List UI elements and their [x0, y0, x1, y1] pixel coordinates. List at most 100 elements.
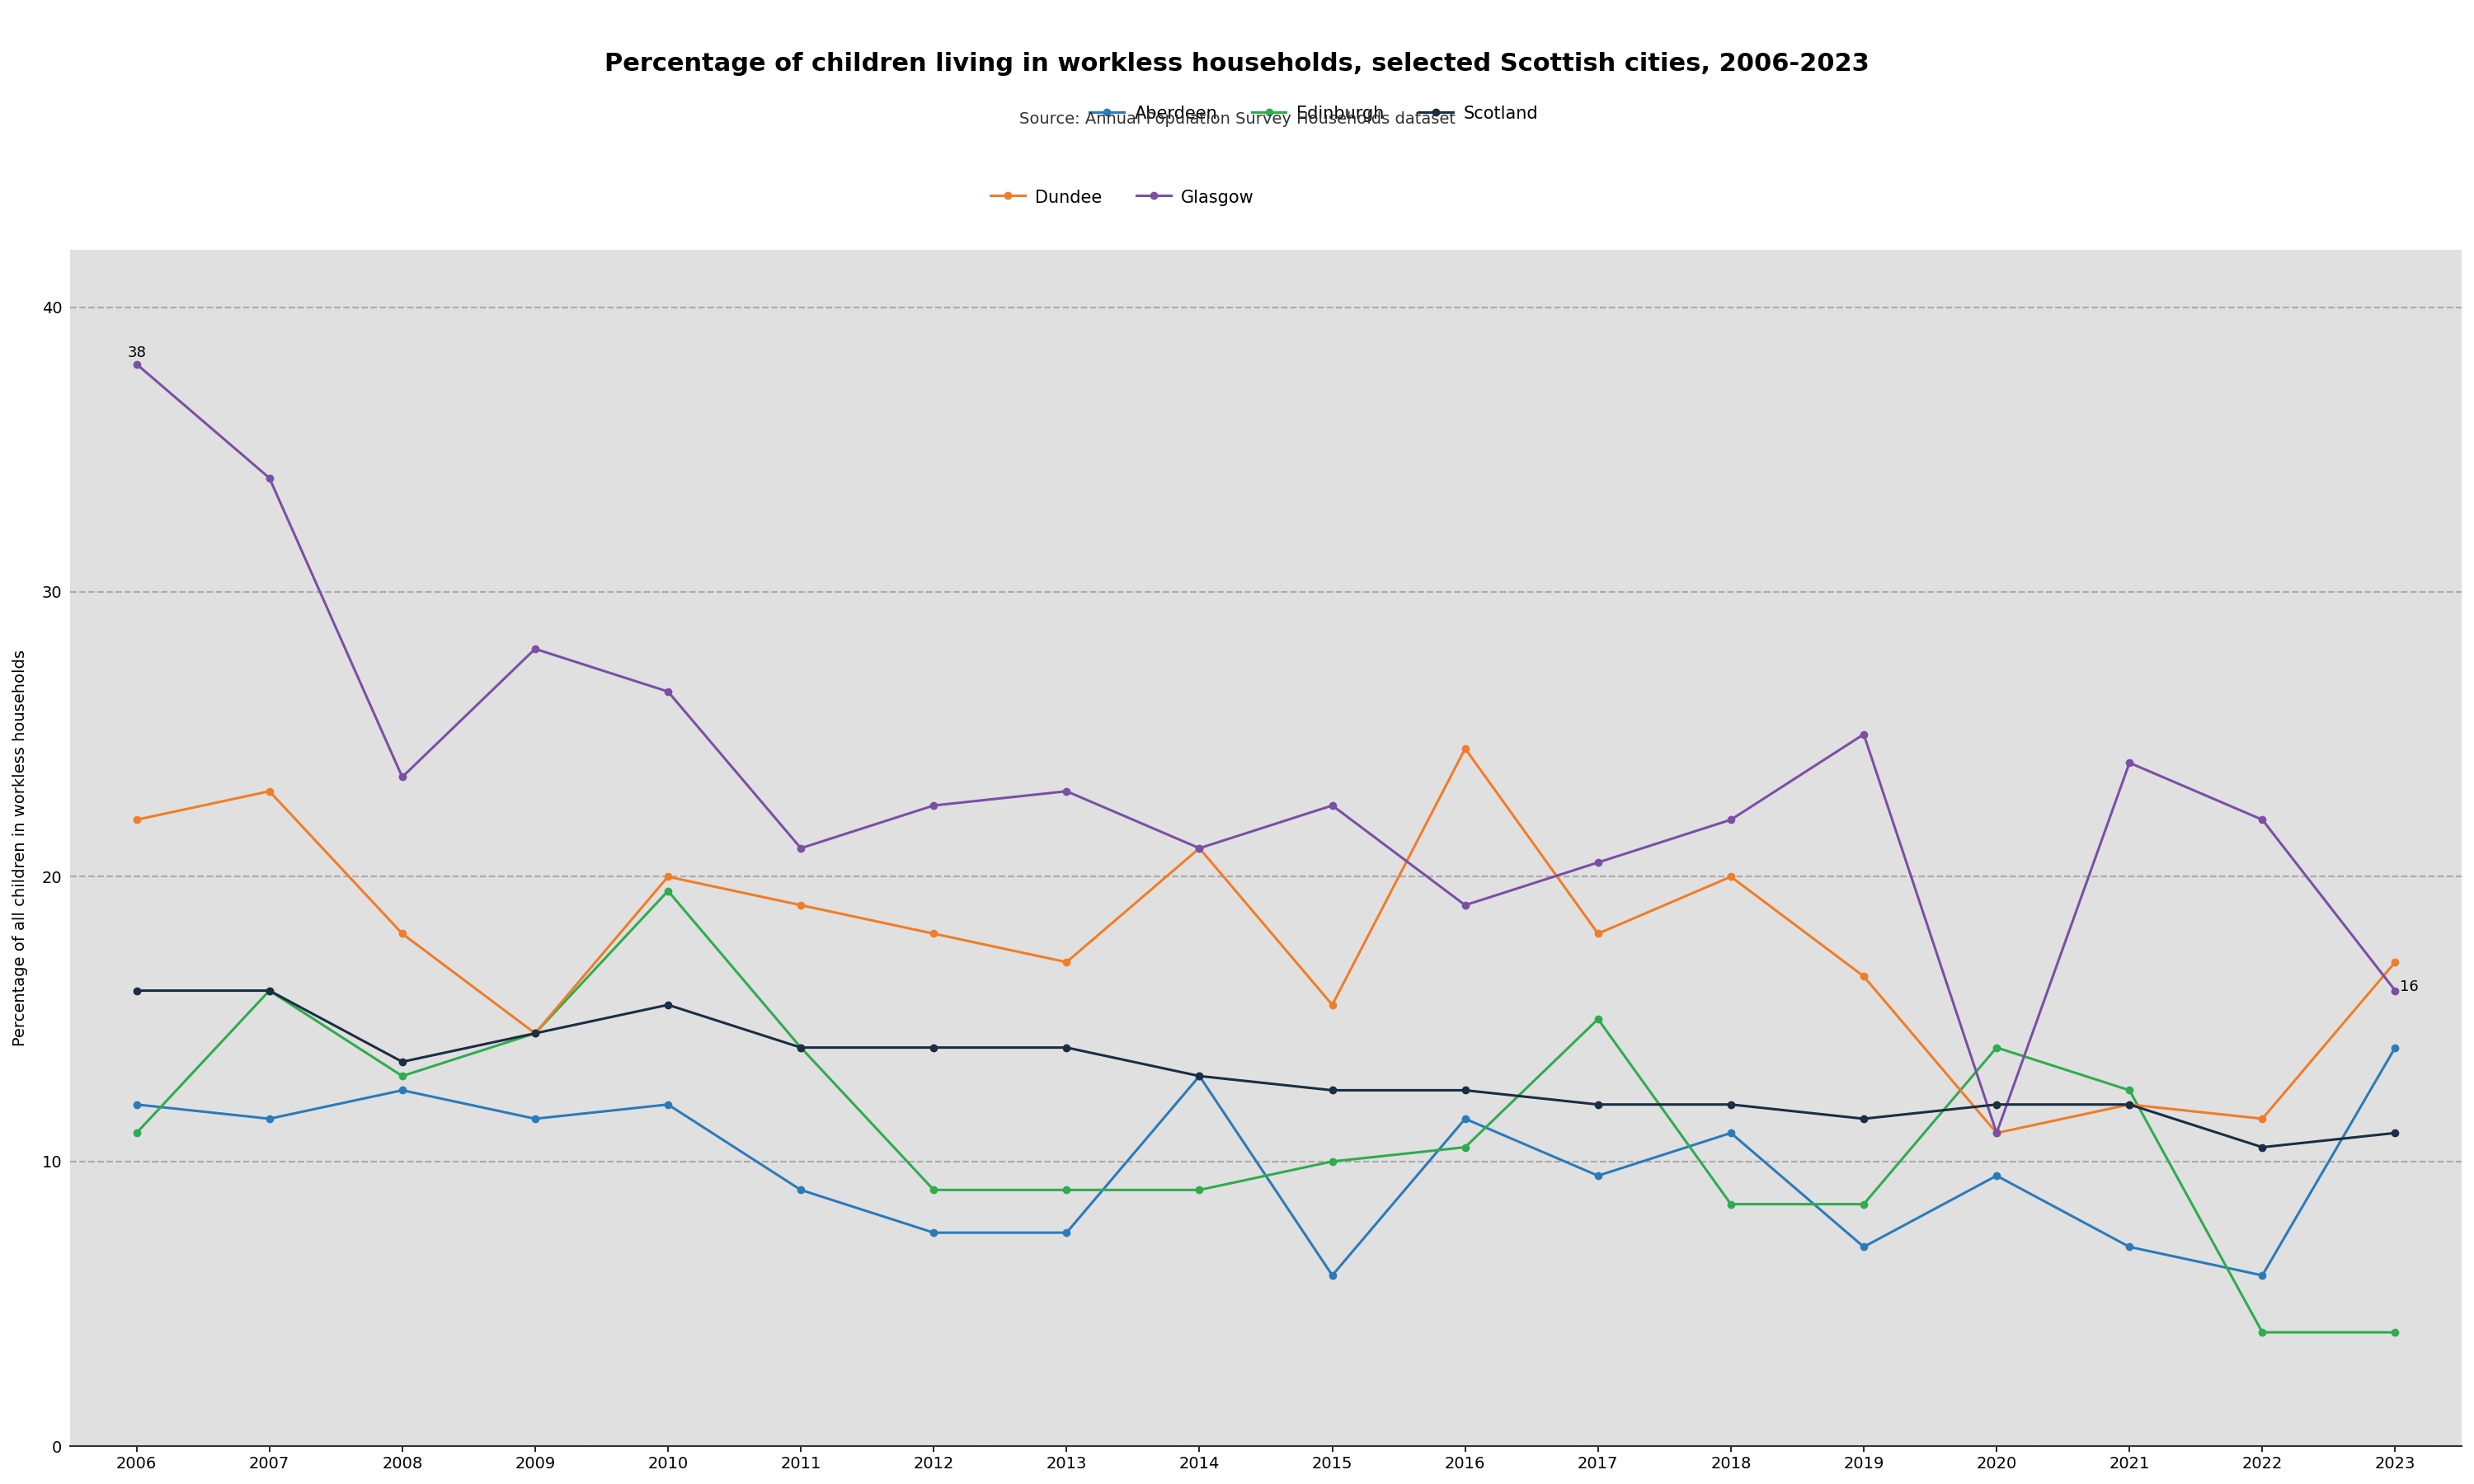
- Dundee: [388, 925, 418, 942]
- Dundee: [1982, 1123, 2011, 1141]
- Aberdeen: [2246, 1266, 2276, 1284]
- Edinburgh: [121, 1123, 151, 1141]
- Scotland: [653, 996, 683, 1014]
- Edinburgh: [918, 1181, 948, 1199]
- Scotland: [918, 1039, 948, 1057]
- Dundee: [1717, 868, 1747, 886]
- Edinburgh: [520, 1024, 549, 1042]
- Edinburgh: [1717, 1195, 1747, 1212]
- Scotland: [2246, 1138, 2276, 1156]
- Text: Source: Annual Population Survey Households dataset: Source: Annual Population Survey Househo…: [1019, 111, 1455, 128]
- Y-axis label: Percentage of all children in workless households: Percentage of all children in workless h…: [12, 650, 27, 1046]
- Glasgow: [1450, 896, 1479, 914]
- Glasgow: [787, 840, 816, 858]
- Dundee: [255, 782, 285, 800]
- Dundee: [121, 810, 151, 828]
- Legend: Dundee, Glasgow: Dundee, Glasgow: [990, 188, 1254, 206]
- Dundee: [1583, 925, 1613, 942]
- Aberdeen: [121, 1095, 151, 1113]
- Glasgow: [1051, 782, 1081, 800]
- Edinburgh: [1848, 1195, 1878, 1212]
- Glasgow: [2246, 810, 2276, 828]
- Scotland: [787, 1039, 816, 1057]
- Scotland: [2115, 1095, 2145, 1113]
- Scotland: [1319, 1082, 1348, 1100]
- Glasgow: [121, 355, 151, 372]
- Dundee: [520, 1024, 549, 1042]
- Aberdeen: [1051, 1224, 1081, 1242]
- Text: 38: 38: [126, 346, 146, 361]
- Edinburgh: [787, 1039, 816, 1057]
- Edinburgh: [255, 982, 285, 1000]
- Aberdeen: [1583, 1166, 1613, 1184]
- Line: Dundee: Dundee: [134, 745, 2400, 1137]
- Aberdeen: [1319, 1266, 1348, 1284]
- Scotland: [121, 982, 151, 1000]
- Edinburgh: [653, 881, 683, 899]
- Edinburgh: [1051, 1181, 1081, 1199]
- Glasgow: [1583, 853, 1613, 871]
- Glasgow: [1717, 810, 1747, 828]
- Dundee: [1185, 840, 1215, 858]
- Glasgow: [255, 469, 285, 487]
- Line: Scotland: Scotland: [134, 987, 2400, 1150]
- Aberdeen: [1185, 1067, 1215, 1085]
- Edinburgh: [2380, 1324, 2410, 1342]
- Aberdeen: [2115, 1238, 2145, 1255]
- Edinburgh: [1450, 1138, 1479, 1156]
- Scotland: [1051, 1039, 1081, 1057]
- Dundee: [1848, 968, 1878, 985]
- Glasgow: [1982, 1123, 2011, 1141]
- Edinburgh: [2115, 1082, 2145, 1100]
- Text: Percentage of children living in workless households, selected Scottish cities, : Percentage of children living in workles…: [604, 52, 1870, 76]
- Glasgow: [653, 683, 683, 700]
- Edinburgh: [1185, 1181, 1215, 1199]
- Glasgow: [2115, 754, 2145, 772]
- Scotland: [388, 1052, 418, 1070]
- Line: Glasgow: Glasgow: [134, 361, 2400, 1137]
- Scotland: [1450, 1082, 1479, 1100]
- Scotland: [1583, 1095, 1613, 1113]
- Aberdeen: [1717, 1123, 1747, 1141]
- Text: 16: 16: [2400, 979, 2420, 994]
- Glasgow: [520, 640, 549, 657]
- Edinburgh: [2246, 1324, 2276, 1342]
- Aberdeen: [255, 1110, 285, 1128]
- Line: Aberdeen: Aberdeen: [134, 1045, 2400, 1279]
- Glasgow: [2380, 982, 2410, 1000]
- Dundee: [653, 868, 683, 886]
- Scotland: [1982, 1095, 2011, 1113]
- Edinburgh: [1583, 1011, 1613, 1028]
- Dundee: [2246, 1110, 2276, 1128]
- Line: Edinburgh: Edinburgh: [134, 887, 2400, 1336]
- Scotland: [1717, 1095, 1747, 1113]
- Aberdeen: [388, 1082, 418, 1100]
- Dundee: [1450, 739, 1479, 757]
- Glasgow: [388, 769, 418, 787]
- Scotland: [255, 982, 285, 1000]
- Dundee: [2380, 953, 2410, 971]
- Dundee: [2115, 1095, 2145, 1113]
- Glasgow: [1848, 726, 1878, 743]
- Glasgow: [1319, 797, 1348, 815]
- Scotland: [2380, 1123, 2410, 1141]
- Aberdeen: [1450, 1110, 1479, 1128]
- Aberdeen: [653, 1095, 683, 1113]
- Scotland: [1848, 1110, 1878, 1128]
- Aberdeen: [1848, 1238, 1878, 1255]
- Dundee: [1051, 953, 1081, 971]
- Aberdeen: [787, 1181, 816, 1199]
- Aberdeen: [918, 1224, 948, 1242]
- Scotland: [520, 1024, 549, 1042]
- Edinburgh: [1982, 1039, 2011, 1057]
- Glasgow: [1185, 840, 1215, 858]
- Edinburgh: [1319, 1153, 1348, 1171]
- Edinburgh: [388, 1067, 418, 1085]
- Dundee: [918, 925, 948, 942]
- Dundee: [1319, 996, 1348, 1014]
- Aberdeen: [520, 1110, 549, 1128]
- Glasgow: [918, 797, 948, 815]
- Aberdeen: [1982, 1166, 2011, 1184]
- Dundee: [787, 896, 816, 914]
- Aberdeen: [2380, 1039, 2410, 1057]
